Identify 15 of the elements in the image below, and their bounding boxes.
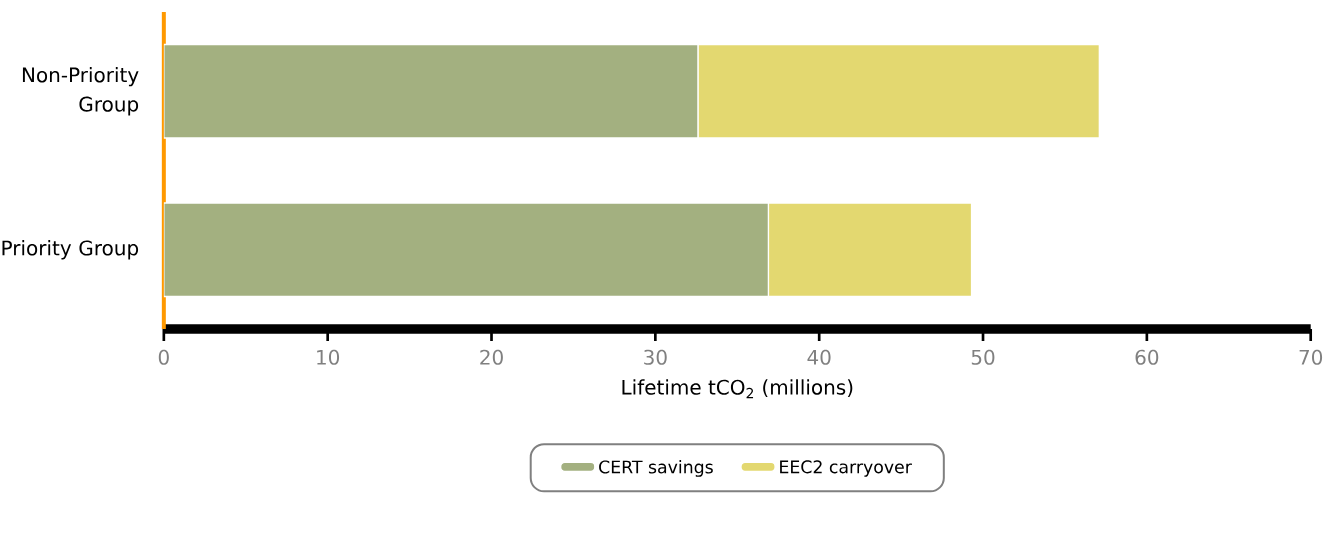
bar [163, 202, 770, 298]
x-axis-title: Lifetime tCO$_{2}$ (millions) [622, 379, 853, 399]
x-tick-label: 60 [1135, 349, 1159, 365]
x-tick-label: 0 [158, 349, 169, 365]
x-tick-label: 20 [480, 349, 503, 365]
x-tick-label: 40 [807, 349, 831, 365]
x-tick-label: 30 [644, 349, 667, 365]
legend-label: CERT savings [599, 460, 713, 477]
bar [163, 43, 699, 139]
x-tick-label: 50 [971, 349, 995, 365]
legend-label: EEC2 carryover [780, 460, 912, 477]
y-tick-label: Priority Group [2, 240, 139, 260]
x-tick-label: 10 [317, 349, 340, 365]
y-tick-label: Non-Priority Group [22, 66, 139, 116]
x-tick-label: 70 [1299, 349, 1323, 365]
